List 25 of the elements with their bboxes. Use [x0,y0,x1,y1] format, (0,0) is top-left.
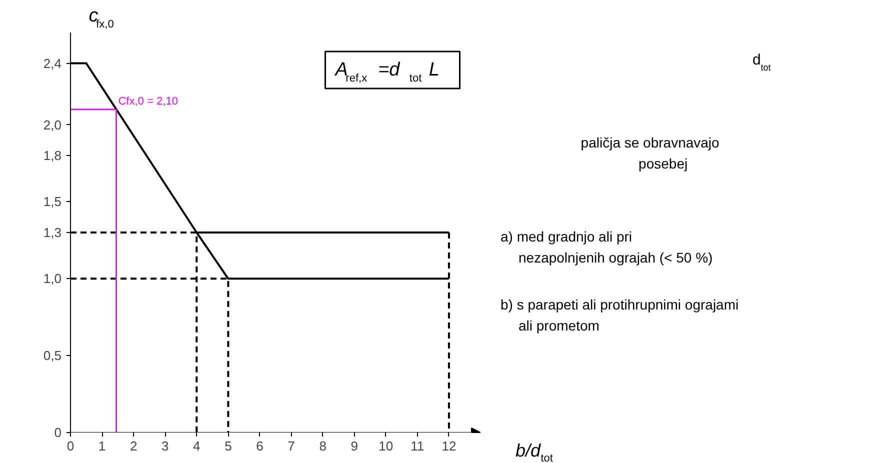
x-tick-label: 4 [193,438,200,454]
text: a) med gradnjo ali pri nezapolnjenih ograjah (< 50 %) [500,228,713,266]
x-tick-label: 6 [256,438,264,454]
y-tick-label: 1,8 [43,148,62,164]
x-tick-label: 0 [66,438,74,454]
text: paličja se obravnavajo posebej [580,134,720,172]
y-tick-label: 1,3 [43,225,62,240]
annotation: Cfx,0 = 2,10 [118,95,178,108]
x-tick-label: 11 [410,438,424,454]
x-tick-label: 10 [378,438,394,454]
x-tick-label: 7 [288,438,295,454]
x-tick-label: 9 [350,438,358,454]
x-tick-label: 3 [162,438,169,454]
x-tick-label: 2 [130,438,138,454]
text: b) s parapeti ali protihrupnimi ograjami ali prometom [500,296,739,334]
x-tick-label: 12 [442,438,456,454]
y-tick-label: 2,0 [43,117,62,132]
y-tick-label: 0,5 [43,348,62,364]
x-tick-label: 1 [98,438,106,454]
y-tick-label: 0 [54,425,62,440]
y-tick-label: 1,0 [43,271,62,286]
y-tick-label: 2,4 [43,56,62,71]
x-tick-label: 8 [319,438,326,454]
y-tick-label: 1,5 [43,194,62,210]
x-tick-label: 5 [224,438,232,454]
